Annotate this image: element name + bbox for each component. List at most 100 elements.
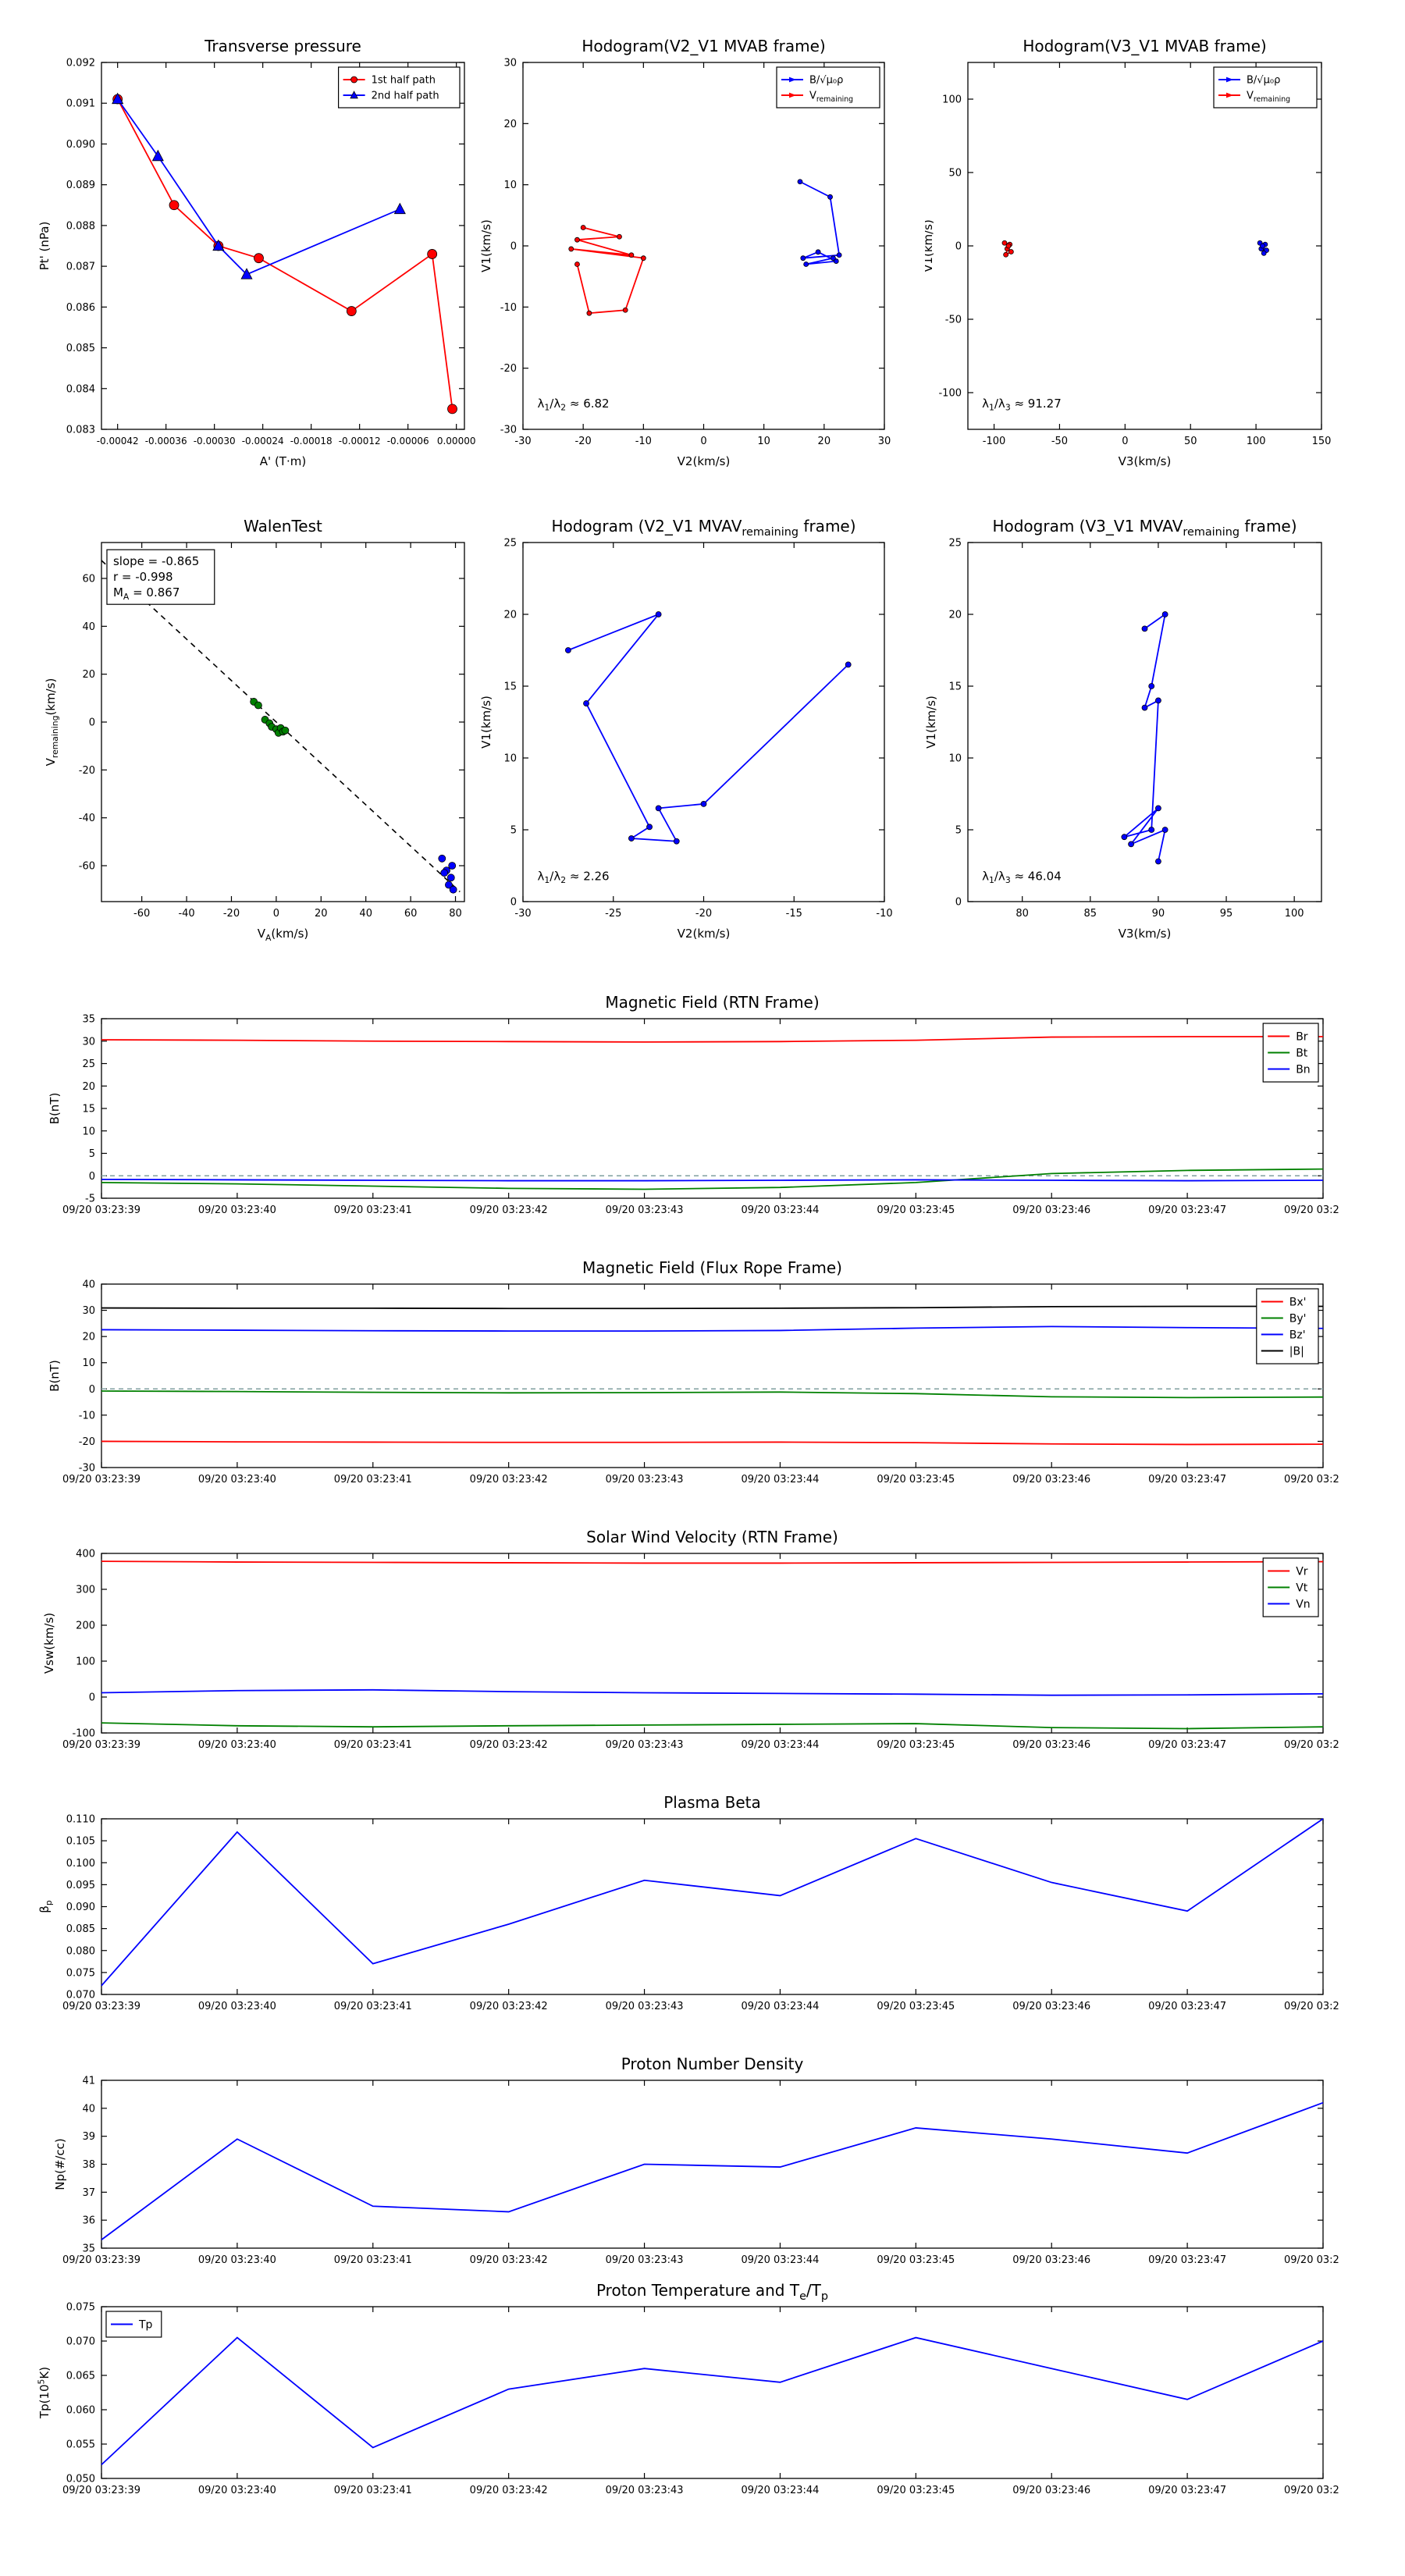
svg-text:-20: -20	[79, 765, 95, 777]
svg-text:|B|: |B|	[1289, 1345, 1304, 1357]
svg-text:09/20 03:23:40: 09/20 03:23:40	[198, 1204, 276, 1216]
svg-text:85: 85	[1084, 908, 1097, 920]
svg-text:Vn: Vn	[1296, 1598, 1310, 1610]
svg-text:60: 60	[82, 574, 95, 585]
svg-text:Transverse pressure: Transverse pressure	[204, 37, 361, 55]
svg-text:Vt: Vt	[1296, 1582, 1308, 1594]
svg-text:38: 38	[82, 2159, 95, 2171]
svg-text:15: 15	[503, 681, 517, 693]
svg-text:B(nT): B(nT)	[48, 1093, 62, 1125]
svg-text:20: 20	[818, 436, 831, 447]
svg-text:60: 60	[404, 908, 418, 920]
svg-text:80: 80	[449, 908, 462, 920]
svg-text:B(nT): B(nT)	[48, 1360, 62, 1392]
panel-solar-wind-velocity: 09/20 03:23:39 09/20 03:23:40 09/20 03:23:…	[27, 1514, 1339, 1776]
svg-text:5: 5	[89, 1148, 95, 1160]
svg-text:09/20 03:23:48: 09/20 03:23:48	[1284, 2254, 1339, 2266]
svg-text:βp: βp	[37, 1900, 54, 1913]
svg-text:V1(km/s): V1(km/s)	[480, 219, 493, 272]
svg-text:-30: -30	[500, 425, 517, 436]
svg-text:400: 400	[76, 1549, 95, 1560]
svg-text:A' (T·m): A' (T·m)	[260, 454, 306, 468]
svg-text:09/20 03:23:47: 09/20 03:23:47	[1148, 1204, 1226, 1216]
svg-text:-20: -20	[695, 908, 712, 920]
svg-text:λ1/λ2 ≈ 6.82: λ1/λ2 ≈ 6.82	[538, 397, 610, 413]
svg-text:Bx': Bx'	[1289, 1296, 1307, 1308]
svg-text:10: 10	[82, 1126, 95, 1137]
svg-text:09/20 03:23:43: 09/20 03:23:43	[606, 2485, 684, 2496]
svg-text:V2(km/s): V2(km/s)	[678, 927, 731, 941]
svg-text:09/20 03:23:45: 09/20 03:23:45	[877, 2254, 955, 2266]
svg-text:09/20 03:23:46: 09/20 03:23:46	[1012, 1739, 1090, 1751]
svg-text:10: 10	[82, 1357, 95, 1369]
svg-text:0.075: 0.075	[66, 2302, 95, 2314]
svg-text:09/20 03:23:47: 09/20 03:23:47	[1148, 2485, 1226, 2496]
svg-text:0.089: 0.089	[66, 180, 95, 191]
svg-text:09/20 03:23:41: 09/20 03:23:41	[334, 1204, 412, 1216]
svg-text:0: 0	[89, 1171, 95, 1183]
svg-text:-0.00042: -0.00042	[97, 436, 139, 447]
svg-text:09/20 03:23:42: 09/20 03:23:42	[470, 2001, 548, 2012]
svg-text:Bt: Bt	[1296, 1047, 1308, 1059]
svg-text:95: 95	[1220, 908, 1233, 920]
svg-text:09/20 03:23:41: 09/20 03:23:41	[334, 1739, 412, 1751]
svg-text:09/20 03:23:47: 09/20 03:23:47	[1148, 2001, 1226, 2012]
svg-text:09/20 03:23:41: 09/20 03:23:41	[334, 2001, 412, 2012]
svg-text:0.080: 0.080	[66, 1945, 95, 1957]
svg-text:Vremaining: Vremaining	[1247, 91, 1290, 104]
svg-text:0.084: 0.084	[66, 383, 95, 395]
svg-text:100: 100	[942, 94, 962, 106]
svg-text:Np(#/cc): Np(#/cc)	[53, 2138, 67, 2190]
svg-text:-0.00006: -0.00006	[387, 436, 429, 447]
svg-text:Tp(105K): Tp(105K)	[36, 2367, 52, 2419]
svg-text:-10: -10	[500, 302, 517, 314]
svg-text:300: 300	[76, 1585, 95, 1596]
panel-mag-field-fluxrope: 09/20 03:23:39 09/20 03:23:40 09/20 03:23:…	[27, 1245, 1339, 1510]
panel-proton-temperature: 09/20 03:23:39 09/20 03:23:40 09/20 03:23:…	[27, 2268, 1339, 2525]
svg-text:-50: -50	[1051, 436, 1068, 447]
svg-text:B/√μ₀ρ: B/√μ₀ρ	[809, 75, 843, 87]
svg-text:0.090: 0.090	[66, 1902, 95, 1913]
svg-text:09/20 03:23:46: 09/20 03:23:46	[1012, 1474, 1090, 1485]
svg-text:Bz': Bz'	[1289, 1329, 1306, 1341]
svg-text:09/20 03:23:47: 09/20 03:23:47	[1148, 2254, 1226, 2266]
svg-text:100: 100	[1285, 908, 1304, 920]
svg-text:Plasma Beta: Plasma Beta	[663, 1793, 761, 1812]
svg-text:09/20 03:23:43: 09/20 03:23:43	[606, 1204, 684, 1216]
panel-walen-test: -60 -40 -20 0 20 40 60 80 -60 -40 -20 0 20 40 60 WalenT…	[27, 500, 476, 968]
svg-text:09/20 03:23:46: 09/20 03:23:46	[1012, 1204, 1090, 1216]
svg-text:50: 50	[948, 168, 962, 180]
svg-text:09/20 03:23:43: 09/20 03:23:43	[606, 2254, 684, 2266]
svg-text:-0.00012: -0.00012	[339, 436, 381, 447]
svg-text:10: 10	[503, 753, 517, 765]
svg-text:90: 90	[1152, 908, 1165, 920]
svg-text:20: 20	[503, 119, 517, 130]
svg-text:Hodogram(V2_V1 MVAB frame): Hodogram(V2_V1 MVAB frame)	[582, 37, 825, 55]
svg-text:0.075: 0.075	[66, 1967, 95, 1979]
svg-text:0: 0	[89, 1692, 95, 1704]
svg-text:Proton Number Density: Proton Number Density	[621, 2055, 804, 2073]
svg-text:V1(km/s): V1(km/s)	[925, 219, 935, 272]
svg-text:09/20 03:23:40: 09/20 03:23:40	[198, 1474, 276, 1485]
svg-text:0.050: 0.050	[66, 2474, 95, 2485]
svg-text:09/20 03:23:42: 09/20 03:23:42	[470, 1739, 548, 1751]
svg-text:-0.00018: -0.00018	[290, 436, 333, 447]
svg-text:09/20 03:23:39: 09/20 03:23:39	[62, 1204, 140, 1216]
svg-text:5: 5	[955, 825, 962, 837]
svg-text:20: 20	[503, 610, 517, 621]
svg-text:0.092: 0.092	[66, 58, 95, 69]
svg-text:-20: -20	[79, 1436, 95, 1448]
svg-text:80: 80	[1016, 908, 1029, 920]
svg-text:09/20 03:23:39: 09/20 03:23:39	[62, 1739, 140, 1751]
svg-text:Magnetic Field (RTN Frame): Magnetic Field (RTN Frame)	[605, 993, 819, 1012]
svg-text:09/20 03:23:40: 09/20 03:23:40	[198, 2001, 276, 2012]
svg-text:r = -0.998: r = -0.998	[113, 570, 173, 584]
svg-text:0.085: 0.085	[66, 1923, 95, 1935]
svg-text:-30: -30	[514, 908, 531, 920]
svg-text:150: 150	[1312, 436, 1331, 447]
svg-text:09/20 03:23:45: 09/20 03:23:45	[877, 2485, 955, 2496]
svg-text:09/20 03:23:47: 09/20 03:23:47	[1148, 1739, 1226, 1751]
svg-text:30: 30	[878, 436, 891, 447]
svg-text:30: 30	[503, 58, 517, 69]
